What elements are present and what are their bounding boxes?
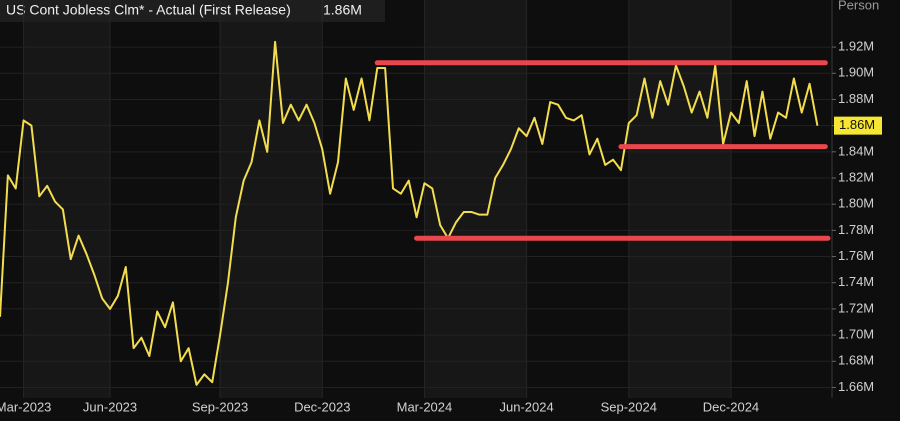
header-box bbox=[0, 0, 385, 22]
x-tick-label: Sep-2024 bbox=[601, 399, 657, 414]
y-tick-label: 1.78M bbox=[838, 222, 874, 237]
x-tick-label: Mar-2024 bbox=[397, 399, 453, 414]
x-tick-label: Mar-2023 bbox=[0, 399, 51, 414]
last-value-tag bbox=[834, 116, 882, 135]
y-tick-label: 1.72M bbox=[838, 300, 874, 315]
y-tick-label: 1.80M bbox=[838, 196, 874, 211]
quarter-band bbox=[424, 0, 527, 398]
y-tick-label: 1.74M bbox=[838, 274, 874, 289]
x-tick-label: Jun-2024 bbox=[500, 399, 554, 414]
y-tick-label: 1.70M bbox=[838, 327, 874, 342]
last-value-label: 1.86M bbox=[839, 117, 875, 132]
x-tick-label: Dec-2023 bbox=[294, 399, 350, 414]
y-axis-label: Person bbox=[838, 0, 879, 12]
x-tick-label: Jun-2023 bbox=[83, 399, 137, 414]
chart-title: US Cont Jobless Clm* - Actual (First Rel… bbox=[6, 2, 291, 18]
x-tick-label: Dec-2024 bbox=[703, 399, 759, 414]
y-tick-label: 1.92M bbox=[838, 39, 874, 54]
y-tick-label: 1.66M bbox=[838, 379, 874, 394]
y-tick-label: 1.88M bbox=[838, 91, 874, 106]
header-value: 1.86M bbox=[323, 2, 362, 18]
data-line bbox=[0, 40, 819, 386]
y-tick-label: 1.82M bbox=[838, 169, 874, 184]
y-tick-label: 1.76M bbox=[838, 248, 874, 263]
y-tick-label: 1.90M bbox=[838, 65, 874, 80]
y-tick-label: 1.68M bbox=[838, 353, 874, 368]
y-tick-label: 1.84M bbox=[838, 143, 874, 158]
quarter-band bbox=[628, 0, 731, 398]
x-tick-label: Sep-2023 bbox=[192, 399, 248, 414]
quarter-band bbox=[220, 0, 323, 398]
bands bbox=[23, 0, 731, 398]
quarter-band bbox=[23, 0, 111, 398]
